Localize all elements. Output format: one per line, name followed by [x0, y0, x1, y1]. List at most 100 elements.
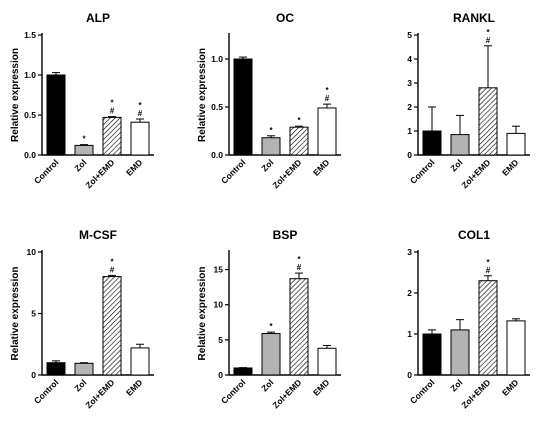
significance-marker: * — [82, 135, 86, 144]
y-tick-label: 0.5 — [24, 110, 36, 120]
category-label-zol: Zol — [72, 157, 88, 173]
category-label-zol-emd: Zol+EMD — [459, 157, 492, 190]
bar-emd — [317, 107, 337, 156]
significance-marker: * — [110, 257, 114, 266]
y-tick-label: 1 — [407, 126, 412, 136]
bar-zol-emd — [102, 116, 122, 156]
bar-control — [46, 362, 66, 376]
y-tick-label: 5 — [31, 309, 36, 319]
significance-marker: * — [138, 101, 142, 110]
bar-emd — [130, 121, 150, 156]
y-axis-label: Relative expression — [10, 48, 21, 142]
y-tick-label: 4 — [407, 54, 412, 64]
chart-panel-col1: COL1 0 1 2 3 Control Zol #* Zol+EMD EMD — [407, 228, 530, 410]
bar-control — [422, 130, 442, 156]
category-label-emd: EMD — [311, 157, 331, 177]
y-tick-label: 1.0 — [211, 54, 223, 64]
y-axis-label: Relative expression — [197, 48, 208, 142]
significance-marker: # — [325, 94, 330, 103]
bar-emd — [506, 320, 526, 376]
category-label-zol: Zol — [448, 377, 464, 393]
chart-title: M-CSF — [79, 228, 117, 242]
y-tick-label: 1.0 — [24, 70, 36, 80]
y-tick-label: 3 — [407, 247, 412, 257]
bar-control — [46, 74, 66, 156]
category-label-control: Control — [219, 377, 247, 405]
significance-marker: # — [486, 266, 491, 275]
significance-marker: * — [486, 28, 490, 37]
chart-panel-m-csf: M-CSF Relative expression 0 5 10 Control Zol #*… — [10, 228, 154, 410]
category-label-zol: Zol — [259, 157, 275, 173]
category-label-zol: Zol — [72, 377, 88, 393]
significance-marker: * — [269, 126, 273, 135]
y-tick-label: 0 — [407, 150, 412, 160]
bar-zol — [261, 333, 281, 376]
bar-emd — [317, 347, 337, 376]
category-label-emd: EMD — [500, 377, 520, 397]
chart-title: ALP — [86, 11, 110, 25]
y-tick-label: 1 — [407, 329, 412, 339]
bar-zol-emd — [289, 278, 309, 376]
category-label-zol-emd: Zol+EMD — [270, 377, 303, 410]
chart-title: COL1 — [458, 228, 490, 242]
chart-title: RANKL — [453, 11, 495, 25]
y-tick-label: 15 — [214, 265, 224, 275]
y-tick-label: 2 — [407, 102, 412, 112]
category-label-emd: EMD — [124, 157, 144, 177]
category-label-control: Control — [408, 377, 436, 405]
y-axis-label: Relative expression — [10, 267, 21, 361]
y-tick-label: 0 — [31, 370, 36, 380]
category-label-emd: EMD — [311, 377, 331, 397]
y-tick-label: 1.5 — [24, 30, 36, 40]
bar-zol — [74, 362, 94, 376]
bar-control — [233, 367, 253, 376]
significance-marker: # — [297, 263, 302, 272]
y-tick-label: 10 — [214, 300, 224, 310]
y-tick-label: 5 — [407, 30, 412, 40]
y-tick-label: 0.5 — [211, 102, 223, 112]
bar-control — [233, 58, 253, 156]
y-tick-label: 0 — [407, 370, 412, 380]
bar-zol-emd — [289, 126, 309, 156]
significance-marker: # — [486, 36, 491, 45]
chart-title: BSP — [273, 228, 298, 242]
significance-marker: * — [269, 322, 273, 331]
category-label-zol: Zol — [448, 157, 464, 173]
chart-panel-bsp: BSP Relative expression 0 5 10 15 Control * Zol #… — [197, 228, 341, 410]
significance-marker: * — [110, 99, 114, 108]
bar-emd — [130, 347, 150, 376]
significance-marker: * — [297, 255, 301, 264]
y-tick-label: 10 — [27, 247, 37, 257]
significance-marker: # — [138, 109, 143, 118]
bar-zol — [450, 134, 470, 156]
significance-marker: # — [110, 265, 115, 274]
chart-title: OC — [276, 11, 294, 25]
category-label-zol-emd: Zol+EMD — [83, 377, 116, 410]
y-axis-label: Relative expression — [197, 267, 208, 361]
significance-marker: * — [297, 116, 301, 125]
category-label-control: Control — [32, 157, 60, 185]
bar-zol-emd — [478, 87, 498, 156]
y-tick-label: 0 — [218, 370, 223, 380]
bar-zol — [261, 137, 281, 156]
category-label-zol-emd: Zol+EMD — [270, 157, 303, 190]
category-label-zol: Zol — [259, 377, 275, 393]
bar-zol — [74, 144, 94, 156]
y-tick-label: 5 — [218, 335, 223, 345]
bar-zol-emd — [478, 280, 498, 376]
y-tick-label: 0.0 — [24, 150, 36, 160]
bar-zol — [450, 329, 470, 376]
category-label-emd: EMD — [500, 157, 520, 177]
category-label-control: Control — [408, 157, 436, 185]
bar-control — [422, 333, 442, 376]
category-label-emd: EMD — [124, 377, 144, 397]
bar-emd — [506, 132, 526, 156]
chart-panel-rankl: RANKL 0 1 2 3 4 5 Control Zol #* Zol+EMD EMD — [407, 11, 530, 190]
significance-marker: * — [325, 86, 329, 95]
category-label-zol-emd: Zol+EMD — [459, 377, 492, 410]
category-label-zol-emd: Zol+EMD — [83, 157, 116, 190]
y-tick-label: 0.0 — [211, 150, 223, 160]
